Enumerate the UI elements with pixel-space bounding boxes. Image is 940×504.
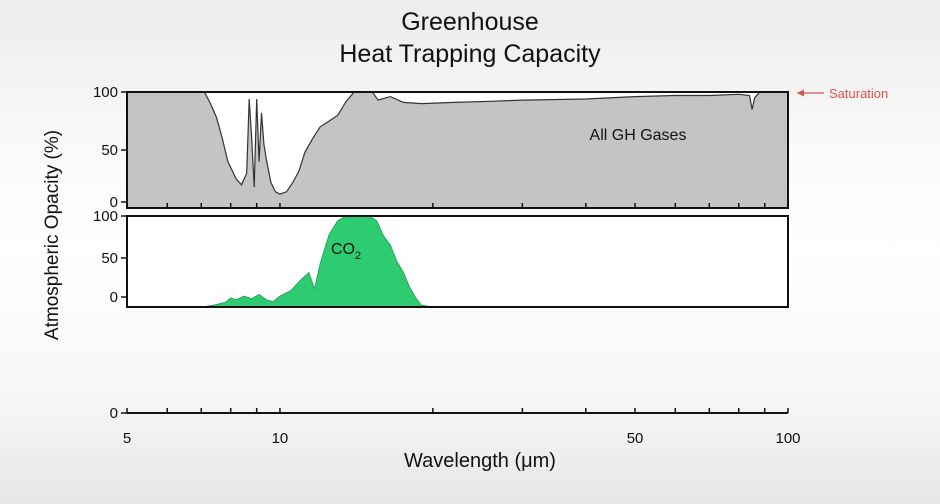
y-axis-label: Atmospheric Opacity (%) (42, 130, 63, 340)
co2-label: CO2 (331, 241, 361, 262)
x-tick-label: 10 (272, 430, 289, 447)
panel-bottom-axis: 0 5 10 50 100 Wavelength (μm) (110, 405, 801, 472)
panel-mid-frame (126, 215, 789, 308)
panel-top-x-ticks (126, 203, 789, 208)
x-tick-label: 5 (123, 430, 131, 447)
panel-mid-background (127, 216, 788, 307)
y-tick-label: 0 (110, 289, 118, 306)
y-tick-label: 100 (93, 208, 118, 225)
bottom-y-ticks: 0 (110, 405, 127, 422)
y-tick-label: 100 (93, 84, 118, 101)
panel-co2: CO2 100 50 0 (93, 208, 789, 308)
chart-title-line2: Heat Trapping Capacity (339, 40, 601, 68)
saturation-marker: Saturation (797, 86, 888, 101)
all-gh-gases-area (126, 91, 789, 209)
y-tick-label: 50 (101, 142, 118, 159)
co2-label-main: CO (331, 241, 355, 258)
bottom-x-ticks: 5 10 50 100 (123, 408, 801, 447)
y-tick-label: 0 (110, 194, 118, 211)
y-tick-label: 0 (110, 405, 118, 422)
co2-label-subscript: 2 (355, 250, 361, 262)
panel-mid-y-ticks: 100 50 0 (93, 208, 127, 306)
panel-top-y-ticks: 100 50 0 (93, 84, 127, 211)
chart-title-line1: Greenhouse (401, 8, 539, 36)
saturation-label: Saturation (829, 86, 888, 101)
x-axis-label: Wavelength (μm) (404, 450, 556, 472)
all-gh-gases-label: All GH Gases (590, 127, 687, 144)
x-tick-label: 50 (627, 430, 644, 447)
saturation-arrow-head (797, 89, 804, 97)
x-tick-label: 100 (775, 430, 800, 447)
y-tick-label: 50 (101, 250, 118, 267)
co2-area (127, 215, 788, 308)
panel-all-gh-gases: All GH Gases Saturation 100 50 0 (93, 84, 888, 211)
